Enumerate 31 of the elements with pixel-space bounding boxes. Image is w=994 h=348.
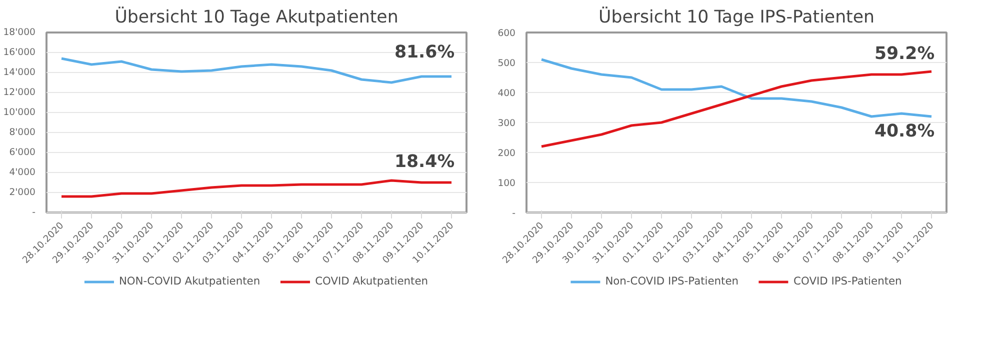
annotation: 81.6% (394, 42, 455, 62)
legend-label: COVID Akutpatienten (315, 274, 428, 288)
legend-label: COVID IPS-Patienten (794, 274, 902, 288)
y-tick-label: 400 (498, 88, 516, 99)
y-tick-label: 300 (498, 118, 516, 129)
y-tick-label: 200 (498, 148, 516, 159)
y-tick-label: 2'000 (9, 187, 36, 198)
y-tick-label: 100 (498, 178, 516, 189)
line-series (60, 179, 453, 198)
chart-title: Übersicht 10 Tage Akutpatienten (114, 6, 398, 28)
legend-label: Non-COVID IPS-Patienten (605, 274, 739, 288)
y-tick-label: 600 (498, 28, 516, 39)
y-tick-label: 6'000 (9, 147, 36, 158)
y-tick-label: 16'000 (3, 47, 36, 58)
y-tick-label: 10'000 (3, 107, 36, 118)
y-tick-label: - (512, 208, 516, 219)
y-tick-label: 12'000 (3, 87, 36, 98)
y-tick-label: 4'000 (9, 167, 36, 178)
annotation: 40.8% (874, 122, 935, 142)
annotation: 59.2% (874, 44, 935, 64)
annotation: 18.4% (394, 152, 455, 172)
legend-label: NON-COVID Akutpatienten (118, 274, 260, 288)
line-series (540, 70, 933, 148)
y-tick-label: - (32, 207, 36, 218)
y-tick-label: 500 (498, 58, 516, 69)
y-tick-label: 18'000 (3, 27, 36, 38)
line-series (60, 57, 453, 84)
chart-title: Übersicht 10 Tage IPS-Patienten (598, 6, 874, 28)
line-series (540, 58, 933, 118)
y-tick-label: 14'000 (3, 67, 36, 78)
y-tick-label: 8'000 (9, 127, 36, 138)
